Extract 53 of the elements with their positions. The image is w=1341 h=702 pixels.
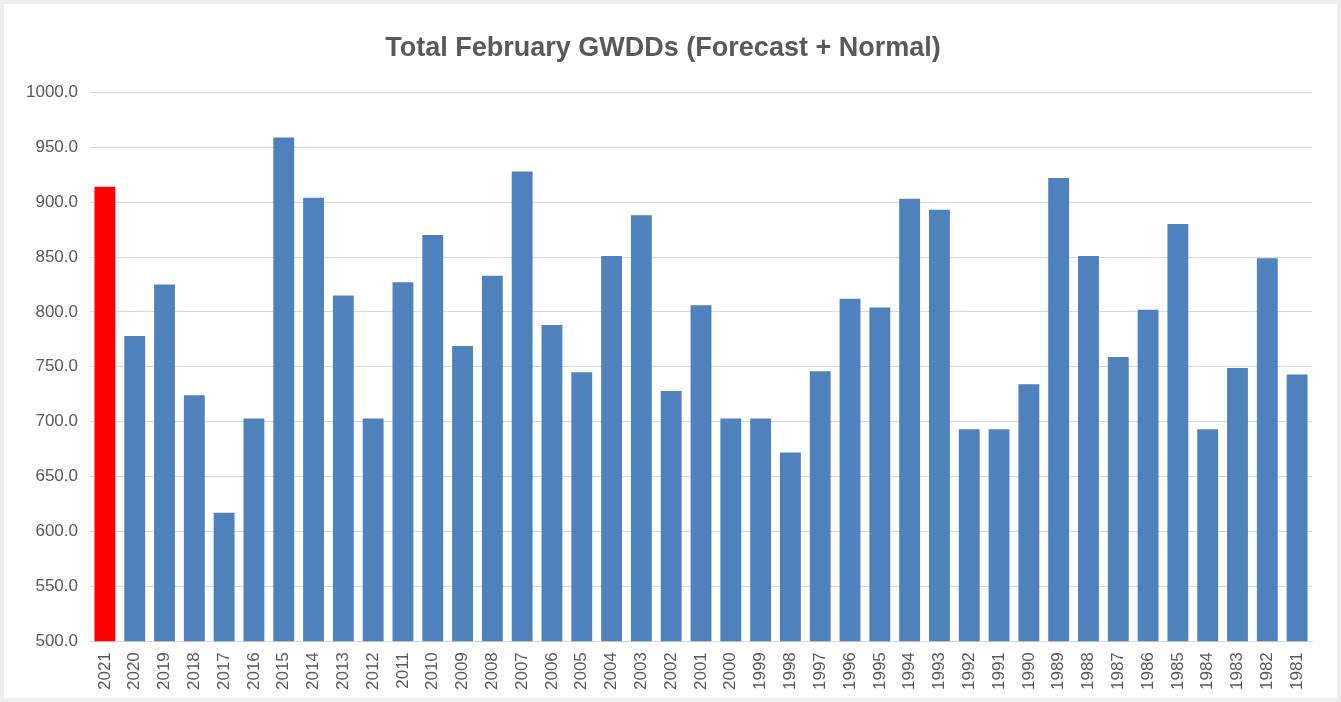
x-tick-label: 2014 (303, 652, 323, 691)
x-tick-label: 2021 (94, 652, 114, 691)
x-tick-label: 1995 (869, 652, 889, 691)
x-tick-label: 1997 (809, 652, 829, 691)
y-tick-label: 950.0 (35, 136, 78, 156)
x-tick-label: 2005 (571, 652, 591, 691)
x-tick-label: 2010 (422, 652, 442, 691)
x-tick-label: 1998 (780, 652, 800, 691)
x-tick-label: 1988 (1078, 652, 1098, 691)
x-tick-label: 2006 (541, 652, 561, 691)
x-tick-label: 2020 (124, 652, 144, 691)
x-tick-label: 2001 (690, 652, 710, 691)
x-tick-label: 2007 (511, 652, 531, 691)
x-tick-label: 1983 (1227, 652, 1247, 691)
y-tick-label: 550.0 (35, 575, 78, 595)
x-tick-label: 1984 (1197, 652, 1217, 691)
x-tick-label: 2011 (392, 652, 412, 689)
y-tick-label: 700.0 (35, 411, 78, 431)
x-tick-label: 1991 (988, 652, 1008, 691)
x-tick-label: 1989 (1048, 652, 1068, 691)
x-tick-label: 1992 (958, 652, 978, 691)
y-tick-label: 800.0 (35, 301, 78, 321)
x-tick-label: 2000 (720, 652, 740, 691)
x-tick-label: 2004 (601, 652, 621, 691)
x-tick-label: 2016 (243, 652, 263, 691)
x-tick-label: 2013 (333, 652, 353, 691)
x-tick-label: 1987 (1107, 652, 1127, 691)
x-tick-label: 1982 (1256, 652, 1276, 691)
x-tick-label: 2009 (452, 652, 472, 691)
x-tick-label: 2003 (631, 652, 651, 691)
y-tick-label: 850.0 (35, 246, 78, 266)
x-tick-label: 1996 (839, 652, 859, 691)
y-tick-label: 600.0 (35, 521, 78, 541)
y-tick-label: 650.0 (35, 466, 78, 486)
x-tick-label: 2008 (482, 652, 502, 691)
x-tick-label: 1981 (1286, 652, 1306, 691)
x-tick-label: 2012 (362, 652, 382, 691)
x-tick-label: 1994 (899, 652, 919, 691)
x-tick-label: 2018 (184, 652, 203, 691)
x-tick-label: 2002 (660, 652, 680, 691)
x-tick-label: 1986 (1137, 652, 1157, 691)
x-tick-label: 1990 (1018, 652, 1038, 691)
y-tick-label: 500.0 (35, 630, 78, 650)
x-tick-label: 2015 (273, 652, 293, 691)
chart-title: Total February GWDDs (Forecast + Normal) (385, 31, 941, 62)
y-tick-label: 750.0 (35, 356, 78, 376)
y-tick-label: 1000.0 (26, 82, 78, 102)
x-tick-label: 1993 (929, 652, 949, 691)
x-tick-label: 1985 (1167, 652, 1187, 691)
y-tick-label: 900.0 (35, 191, 78, 211)
x-tick-label: 2017 (213, 652, 233, 691)
x-tick-label: 2019 (154, 652, 174, 691)
x-tick-label: 1999 (750, 652, 770, 691)
